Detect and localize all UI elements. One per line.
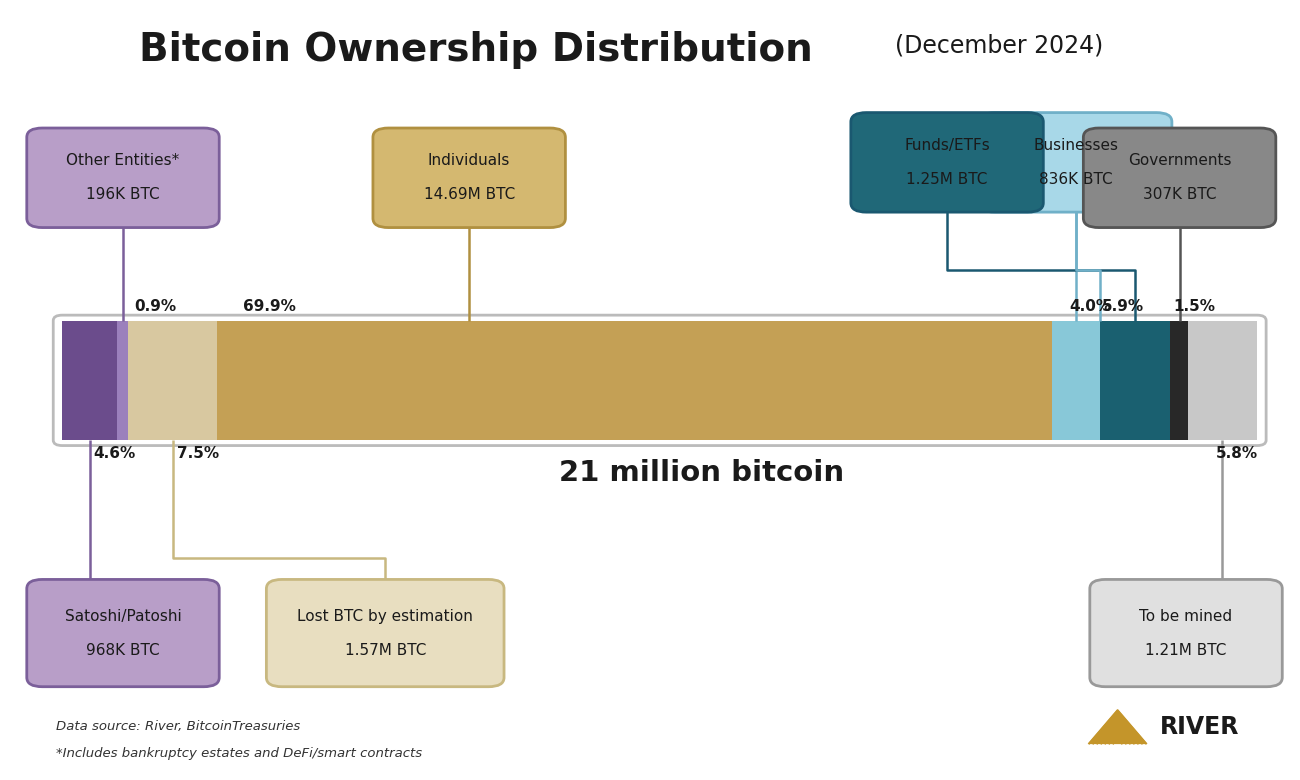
Text: Individuals: Individuals xyxy=(428,154,511,168)
Bar xyxy=(1100,321,1170,440)
Text: Satoshi/Patoshi: Satoshi/Patoshi xyxy=(65,608,182,623)
Text: 836K BTC: 836K BTC xyxy=(1039,172,1113,187)
FancyBboxPatch shape xyxy=(852,112,1044,212)
Text: 196K BTC: 196K BTC xyxy=(86,187,160,202)
Bar xyxy=(1170,321,1188,440)
Polygon shape xyxy=(1089,711,1147,743)
Text: 5.8%: 5.8% xyxy=(1216,446,1258,461)
Text: 0.9%: 0.9% xyxy=(134,300,177,314)
Text: 4.6%: 4.6% xyxy=(94,446,136,461)
Text: RIVER: RIVER xyxy=(1160,715,1240,739)
Text: 69.9%: 69.9% xyxy=(243,300,296,314)
Text: Funds/ETFs: Funds/ETFs xyxy=(905,138,991,153)
Bar xyxy=(117,321,127,440)
Text: 14.69M BTC: 14.69M BTC xyxy=(424,187,515,202)
FancyBboxPatch shape xyxy=(1083,128,1275,228)
Text: Other Entities*: Other Entities* xyxy=(66,154,179,168)
FancyBboxPatch shape xyxy=(979,112,1171,212)
Text: 7.5%: 7.5% xyxy=(177,446,218,461)
Text: To be mined: To be mined xyxy=(1140,608,1232,623)
FancyBboxPatch shape xyxy=(27,128,220,228)
FancyBboxPatch shape xyxy=(1089,580,1282,686)
Bar xyxy=(1188,321,1257,440)
Text: Businesses: Businesses xyxy=(1034,138,1118,153)
Bar xyxy=(127,321,217,440)
Text: Bitcoin Ownership Distribution: Bitcoin Ownership Distribution xyxy=(139,31,812,69)
Text: 1.21M BTC: 1.21M BTC xyxy=(1145,643,1227,658)
Text: 968K BTC: 968K BTC xyxy=(86,643,160,658)
Text: 1.25M BTC: 1.25M BTC xyxy=(906,172,988,187)
Text: 307K BTC: 307K BTC xyxy=(1143,187,1217,202)
FancyBboxPatch shape xyxy=(266,580,504,686)
Text: *Includes bankruptcy estates and DeFi/smart contracts: *Includes bankruptcy estates and DeFi/sm… xyxy=(56,746,422,760)
Text: Governments: Governments xyxy=(1128,154,1231,168)
FancyBboxPatch shape xyxy=(27,580,220,686)
Bar xyxy=(62,321,117,440)
Bar xyxy=(217,321,1052,440)
Text: 4.0%: 4.0% xyxy=(1069,300,1112,314)
FancyBboxPatch shape xyxy=(373,128,566,228)
Text: 1.57M BTC: 1.57M BTC xyxy=(344,643,426,658)
Bar xyxy=(1052,321,1100,440)
Text: Lost BTC by estimation: Lost BTC by estimation xyxy=(298,608,473,623)
Text: 1.5%: 1.5% xyxy=(1173,300,1216,314)
Text: 5.9%: 5.9% xyxy=(1102,300,1144,314)
Text: Data source: River, BitcoinTreasuries: Data source: River, BitcoinTreasuries xyxy=(56,720,300,733)
Text: 21 million bitcoin: 21 million bitcoin xyxy=(559,459,844,488)
Text: (December 2024): (December 2024) xyxy=(896,34,1104,58)
